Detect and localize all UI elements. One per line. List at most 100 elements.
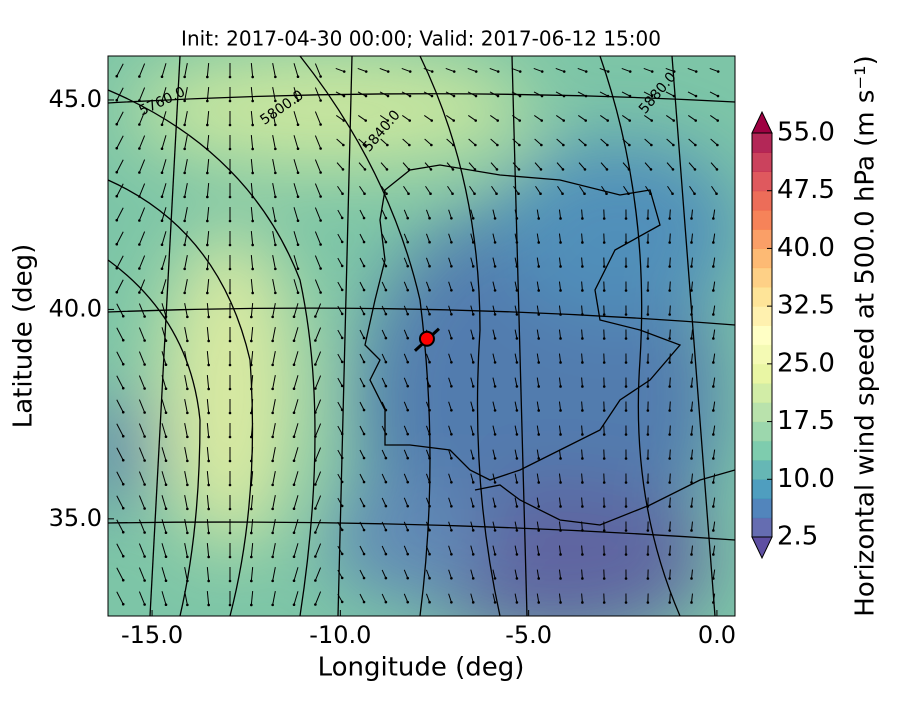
wind-arrow-head: [115, 99, 118, 102]
wind-arrow-head: [293, 411, 296, 414]
wind-arrow-head: [559, 529, 562, 532]
wind-arrow-head: [428, 289, 431, 292]
wind-arrow-head: [625, 241, 628, 244]
wind-arrow-head: [363, 385, 366, 388]
x-tick-label: -15.0: [121, 621, 183, 649]
wind-arrow-head: [581, 553, 584, 556]
wind-arrow-head: [494, 289, 497, 292]
wind-arrow-head: [186, 532, 189, 535]
wind-arrow-head: [319, 219, 322, 222]
wind-arrow-head: [559, 313, 562, 316]
wind-arrow-head: [314, 507, 317, 510]
wind-arrow-head: [342, 144, 345, 147]
wind-arrow-head: [229, 532, 232, 535]
wind-arrow-head: [668, 529, 671, 532]
wind-arrow-head: [161, 291, 164, 294]
wind-arrow-head: [115, 243, 118, 246]
wind-arrow-head: [229, 124, 232, 127]
wind-arrow-head: [165, 387, 168, 390]
wind-arrow-head: [250, 484, 253, 487]
wind-arrow-head: [606, 168, 609, 171]
wind-arrow-head: [537, 337, 540, 340]
wind-arrow-head: [472, 313, 475, 316]
wind-arrow-head: [342, 168, 345, 171]
wind-arrow-head: [385, 313, 388, 316]
wind-arrow-head: [494, 313, 497, 316]
wind-arrow-head: [115, 267, 118, 270]
wind-arrow-head: [647, 457, 650, 460]
wind-arrow-head: [229, 196, 232, 199]
wind-arrow-head: [183, 220, 186, 223]
wind-arrow-head: [650, 168, 653, 171]
wind-arrow-head: [251, 244, 254, 247]
wind-arrow-head: [450, 265, 453, 268]
wind-arrow-head: [319, 171, 322, 174]
colorbar-tick-label: 25.0: [777, 348, 835, 378]
wind-arrow-head: [559, 601, 562, 604]
wind-arrow-head: [428, 409, 431, 412]
colorbar-band: [752, 171, 772, 191]
wind-arrow-head: [385, 289, 388, 292]
x-tick-label: -5.0: [505, 621, 552, 649]
wind-arrow-head: [293, 603, 296, 606]
wind-arrow-head: [494, 241, 497, 244]
colorbar-tick-label: 17.5: [777, 406, 835, 436]
wind-arrow-head: [161, 75, 164, 78]
wind-arrow: [670, 546, 671, 555]
wind-arrow-head: [293, 315, 296, 318]
wind-arrow-head: [314, 363, 317, 366]
wind-arrow: [670, 354, 671, 363]
wind-arrow-head: [206, 76, 209, 79]
wind-arrow-head: [516, 337, 519, 340]
colorbar-band: [752, 268, 772, 288]
wind-arrow-head: [581, 313, 584, 316]
wind-arrow-head: [494, 457, 497, 460]
wind-arrow-head: [474, 144, 477, 147]
wind-arrow-head: [293, 555, 296, 558]
wind-arrow-head: [408, 168, 411, 171]
wind-arrow-head: [229, 460, 232, 463]
wind-arrow-head: [341, 601, 344, 604]
wind-arrow-head: [274, 124, 277, 127]
wind-arrow-head: [516, 457, 519, 460]
wind-arrow-head: [122, 411, 125, 414]
wind-arrow-head: [186, 364, 189, 367]
wind-arrow-head: [428, 361, 431, 364]
wind-arrow-head: [712, 409, 715, 412]
wind-arrow-head: [603, 241, 606, 244]
wind-arrow-head: [207, 532, 210, 535]
colorbar-tick-label: 40.0: [777, 233, 835, 263]
wind-arrow-head: [206, 124, 209, 127]
wind-arrow-head: [122, 507, 125, 510]
wind-arrow-head: [186, 460, 189, 463]
wind-arrow-head: [138, 219, 141, 222]
wind-arrow-head: [385, 409, 388, 412]
colorbar-band: [752, 248, 772, 268]
wind-arrow-head: [250, 412, 253, 415]
wind-arrow-head: [647, 529, 650, 532]
wind-arrow-head: [690, 385, 693, 388]
wind-arrow-head: [143, 363, 146, 366]
wind-arrow-head: [363, 505, 366, 508]
wind-arrow-head: [494, 577, 497, 580]
wind-arrow-head: [559, 505, 562, 508]
wind-arrow-head: [251, 124, 254, 127]
wind-arrow-head: [716, 144, 719, 147]
wind-arrow-head: [250, 316, 253, 319]
wind-arrow-head: [450, 313, 453, 316]
wind-arrow-head: [690, 457, 693, 460]
wind-arrow-head: [537, 361, 540, 364]
wind-arrow-head: [625, 409, 628, 412]
colorbar-band: [752, 422, 772, 442]
wind-arrow-head: [562, 144, 565, 147]
wind-arrow-head: [607, 70, 610, 73]
wind-arrow-head: [341, 433, 344, 436]
wind-arrow-head: [341, 289, 344, 292]
wind-arrow-head: [496, 119, 499, 122]
wind-arrow: [670, 594, 671, 603]
wind-arrow-head: [428, 457, 431, 460]
wind-arrow-head: [143, 555, 146, 558]
wind-arrow-head: [561, 192, 564, 195]
wind-arrow-head: [115, 171, 118, 174]
